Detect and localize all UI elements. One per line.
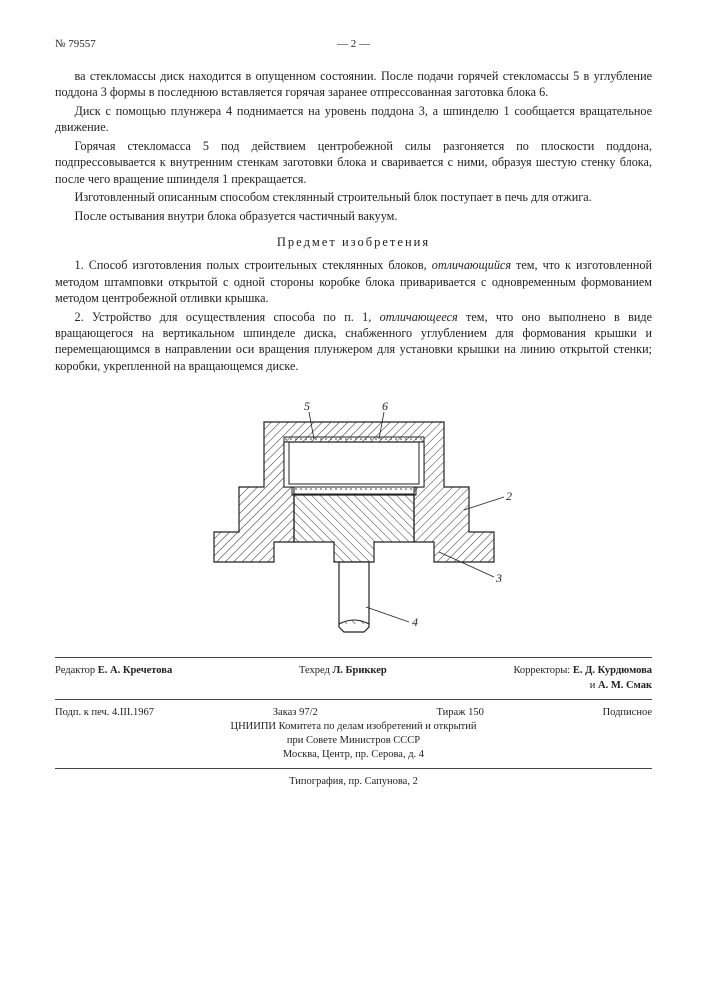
claims-title: Предмет изобретения [55, 234, 652, 251]
figure-svg: 5 6 2 3 4 [174, 392, 534, 642]
org: при Совете Министров СССР [287, 735, 420, 746]
paragraph: После остывания внутри блока образуется … [55, 208, 652, 224]
claim-em: отличающийся [432, 258, 511, 272]
and: и [590, 680, 596, 691]
claim-text: 1. Способ изготовления полых строительны… [75, 258, 432, 272]
paragraph: Диск с помощью плунжера 4 поднимается на… [55, 103, 652, 136]
org: ЦНИИПИ [231, 721, 277, 732]
name: Е. А. Кречетова [98, 665, 172, 676]
name: А. М. Смак [598, 680, 652, 691]
claim-2: 2. Устройство для осуществления способа … [55, 309, 652, 375]
address: Москва, Центр, пр. Серова, д. 4 [283, 749, 424, 760]
claim-em: отличающееся [380, 310, 458, 324]
pub-date: Подп. к печ. 4.III.1967 [55, 706, 154, 720]
paragraph: ва стекломассы диск находится в опущенно… [55, 68, 652, 101]
typography: Типография, пр. Сапунова, 2 [55, 775, 652, 789]
figure-label-4: 4 [412, 615, 418, 629]
name: Е. Д. Курдюмова [573, 665, 652, 676]
value: 97/2 [299, 707, 318, 718]
value: 4.III.1967 [112, 707, 154, 718]
paragraph: Горячая стекломасса 5 под действием цент… [55, 138, 652, 187]
org: Комитета по делам изобретений и открытий [279, 721, 477, 732]
label: Тираж [437, 707, 466, 718]
paragraph: Изготовленный описанным способом стеклян… [55, 189, 652, 205]
figure-label-5: 5 [304, 399, 310, 413]
label: Техред [299, 665, 330, 676]
page-number: — 2 — [337, 38, 370, 50]
figure-label-3: 3 [495, 571, 502, 585]
pub-subscr: Подписное [603, 706, 652, 720]
divider [55, 768, 652, 769]
pub-tirazh: Тираж 150 [437, 706, 484, 720]
credits: Редактор Е. А. Кречетова Техред Л. Брикк… [55, 657, 652, 789]
name: Л. Бриккер [332, 665, 386, 676]
label: Редактор [55, 665, 95, 676]
page-header: № 79557 — 2 — . [55, 38, 652, 50]
figure-label-2: 2 [506, 489, 512, 503]
editor: Редактор Е. А. Кречетова [55, 664, 172, 692]
value: 150 [468, 707, 484, 718]
doc-number: № 79557 [55, 38, 96, 50]
page: № 79557 — 2 — . ва стекломассы диск нахо… [0, 0, 707, 1000]
claim-text: 2. Устройство для осуществления способа … [75, 310, 380, 324]
publication-info: Подп. к печ. 4.III.1967 Заказ 97/2 Тираж… [55, 706, 652, 763]
divider [55, 699, 652, 700]
body-text: ва стекломассы диск находится в опущенно… [55, 68, 652, 374]
label: Подп. к печ. [55, 707, 109, 718]
technical-drawing: 5 6 2 3 4 [55, 392, 652, 647]
figure-label-6: 6 [382, 399, 388, 413]
pub-order: Заказ 97/2 [273, 706, 318, 720]
label: Корректоры: [513, 665, 570, 676]
correctors: Корректоры: Е. Д. Курдюмова и А. М. Смак [513, 664, 652, 692]
divider [55, 657, 652, 658]
claim-1: 1. Способ изготовления полых строительны… [55, 257, 652, 306]
tech-editor: Техред Л. Бриккер [299, 664, 387, 692]
label: Заказ [273, 707, 297, 718]
